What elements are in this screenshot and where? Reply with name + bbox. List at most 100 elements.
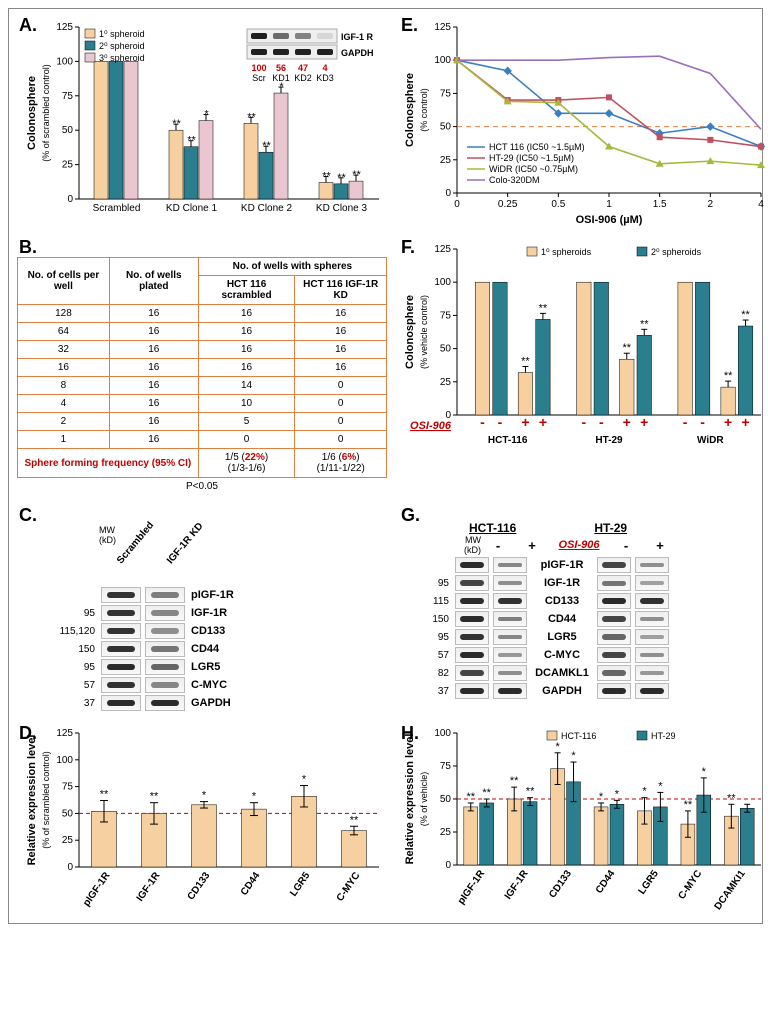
svg-text:**: **	[482, 787, 491, 799]
svg-text:4: 4	[322, 63, 327, 73]
panel-a: A. 0255075100125Colonosphere(% of scramb…	[13, 13, 391, 231]
svg-text:100: 100	[251, 63, 266, 73]
svg-text:0: 0	[67, 194, 73, 205]
panel-c-western: MW (kD)ScrambledIGF-1R KDpIGF-1R95IGF-1R…	[47, 525, 387, 711]
svg-text:50: 50	[62, 125, 74, 136]
svg-text:-: -	[700, 414, 705, 430]
svg-text:OSI-906: OSI-906	[410, 420, 452, 432]
svg-text:75: 75	[440, 88, 452, 99]
svg-text:HCT-116: HCT-116	[488, 435, 528, 446]
svg-text:50: 50	[440, 794, 452, 805]
svg-text:*: *	[599, 791, 604, 803]
svg-text:**: **	[741, 309, 750, 321]
svg-text:IGF-1R: IGF-1R	[503, 868, 531, 902]
svg-text:-: -	[599, 414, 604, 430]
svg-text:KD Clone 3: KD Clone 3	[316, 203, 368, 214]
svg-text:2: 2	[708, 199, 714, 210]
panel-d-label: D.	[19, 723, 37, 744]
panel-f: F. 0255075100125Colonosphere(% vehicle c…	[395, 235, 771, 499]
svg-text:50: 50	[440, 122, 452, 133]
svg-text:OSI-906 (µM): OSI-906 (µM)	[576, 214, 643, 226]
svg-text:**: **	[526, 786, 535, 798]
svg-text:(% of scrambled control): (% of scrambled control)	[41, 751, 51, 849]
svg-text:4: 4	[758, 199, 764, 210]
svg-text:**: **	[622, 342, 631, 354]
svg-text:100: 100	[56, 56, 73, 67]
panel-g-label: G.	[401, 505, 420, 526]
svg-text:WiDR (IC50 ~0.75µM): WiDR (IC50 ~0.75µM)	[489, 164, 578, 174]
panel-c: C. MW (kD)ScrambledIGF-1R KDpIGF-1R95IGF…	[13, 503, 391, 717]
svg-text:**: **	[521, 356, 530, 368]
svg-text:50: 50	[62, 808, 74, 819]
svg-text:1⁰ spheroids: 1⁰ spheroids	[541, 247, 592, 257]
svg-text:**: **	[100, 789, 109, 801]
figure-grid: A. 0 25 50 75 100 125 Colonosphere (% of scramb…	[8, 8, 763, 924]
svg-text:CD44: CD44	[239, 870, 263, 898]
panel-h-label: H.	[401, 723, 419, 744]
svg-text:0: 0	[454, 199, 460, 210]
svg-text:0: 0	[445, 860, 451, 871]
svg-text:IGF-1R: IGF-1R	[135, 870, 163, 904]
svg-text:50: 50	[440, 344, 452, 355]
svg-text:0.25: 0.25	[498, 199, 518, 210]
svg-text:Scr: Scr	[252, 73, 266, 83]
svg-text:pIGF-1R: pIGF-1R	[81, 870, 113, 909]
svg-text:47: 47	[298, 63, 308, 73]
svg-text:KD3: KD3	[316, 73, 334, 83]
svg-text:-: -	[480, 414, 485, 430]
svg-text:LGR5: LGR5	[288, 870, 313, 899]
svg-text:125: 125	[56, 22, 73, 33]
svg-text:WiDR: WiDR	[697, 435, 724, 446]
panel-b-table-container: No. of cells per wellNo. of wells plated…	[17, 257, 387, 495]
svg-text:75: 75	[62, 91, 74, 102]
svg-text:+: +	[521, 414, 529, 430]
svg-text:Relative expression level: Relative expression level	[404, 734, 416, 865]
svg-text:LGR5: LGR5	[637, 868, 662, 897]
panel-h: H. 0255075100Relative expression level(%…	[395, 721, 771, 919]
panel-c-label: C.	[19, 505, 37, 526]
svg-text:Colonosphere: Colonosphere	[404, 73, 416, 147]
svg-text:KD Clone 2: KD Clone 2	[241, 203, 293, 214]
svg-text:CD44: CD44	[594, 868, 618, 896]
svg-text:IGF-1 R: IGF-1 R	[341, 32, 374, 42]
panel-e-label: E.	[401, 15, 418, 36]
svg-text:25: 25	[440, 827, 452, 838]
svg-text:1⁰ spheroid: 1⁰ spheroid	[99, 29, 145, 39]
svg-text:(% control): (% control)	[419, 88, 429, 132]
svg-text:125: 125	[434, 22, 451, 33]
svg-text:100: 100	[434, 728, 451, 739]
svg-text:125: 125	[434, 244, 451, 255]
svg-text:*: *	[615, 788, 620, 800]
svg-text:**: **	[727, 792, 736, 804]
svg-text:HT-29 (IC50 ~1.5µM): HT-29 (IC50 ~1.5µM)	[489, 153, 574, 163]
svg-text:Relative expression level: Relative expression level	[26, 735, 38, 866]
svg-text:*: *	[658, 780, 663, 792]
svg-text:56: 56	[276, 63, 286, 73]
elda-table: No. of cells per wellNo. of wells plated…	[17, 257, 387, 495]
svg-text:HT-29: HT-29	[651, 731, 676, 741]
panel-g-western: HCT-116HT-29MW (kD)-+OSI-906-+pIGF-1R95I…	[419, 521, 769, 699]
panel-e: E. 025507510012500.250.511.524Colonosphe…	[395, 13, 771, 231]
svg-text:**: **	[724, 370, 733, 382]
svg-text:100: 100	[56, 755, 73, 766]
panel-a-label: A.	[19, 15, 37, 36]
svg-text:-: -	[498, 414, 503, 430]
svg-text:CD133: CD133	[186, 870, 213, 902]
svg-text:+: +	[741, 414, 749, 430]
svg-text:-: -	[683, 414, 688, 430]
svg-text:0: 0	[67, 862, 73, 873]
svg-text:DCAMKI1: DCAMKI1	[713, 868, 748, 912]
svg-text:**: **	[640, 318, 649, 330]
svg-text:*: *	[642, 786, 647, 798]
svg-text:**: **	[510, 775, 519, 787]
svg-text:25: 25	[440, 155, 452, 166]
svg-text:pIGF-1R: pIGF-1R	[456, 868, 488, 907]
svg-text:+: +	[640, 414, 648, 430]
svg-text:25: 25	[62, 835, 74, 846]
svg-text:125: 125	[56, 728, 73, 739]
svg-text:100: 100	[434, 277, 451, 288]
svg-text:75: 75	[440, 310, 452, 321]
svg-text:KD1: KD1	[272, 73, 290, 83]
svg-text:*: *	[252, 791, 257, 803]
svg-text:HT-29: HT-29	[595, 435, 623, 446]
